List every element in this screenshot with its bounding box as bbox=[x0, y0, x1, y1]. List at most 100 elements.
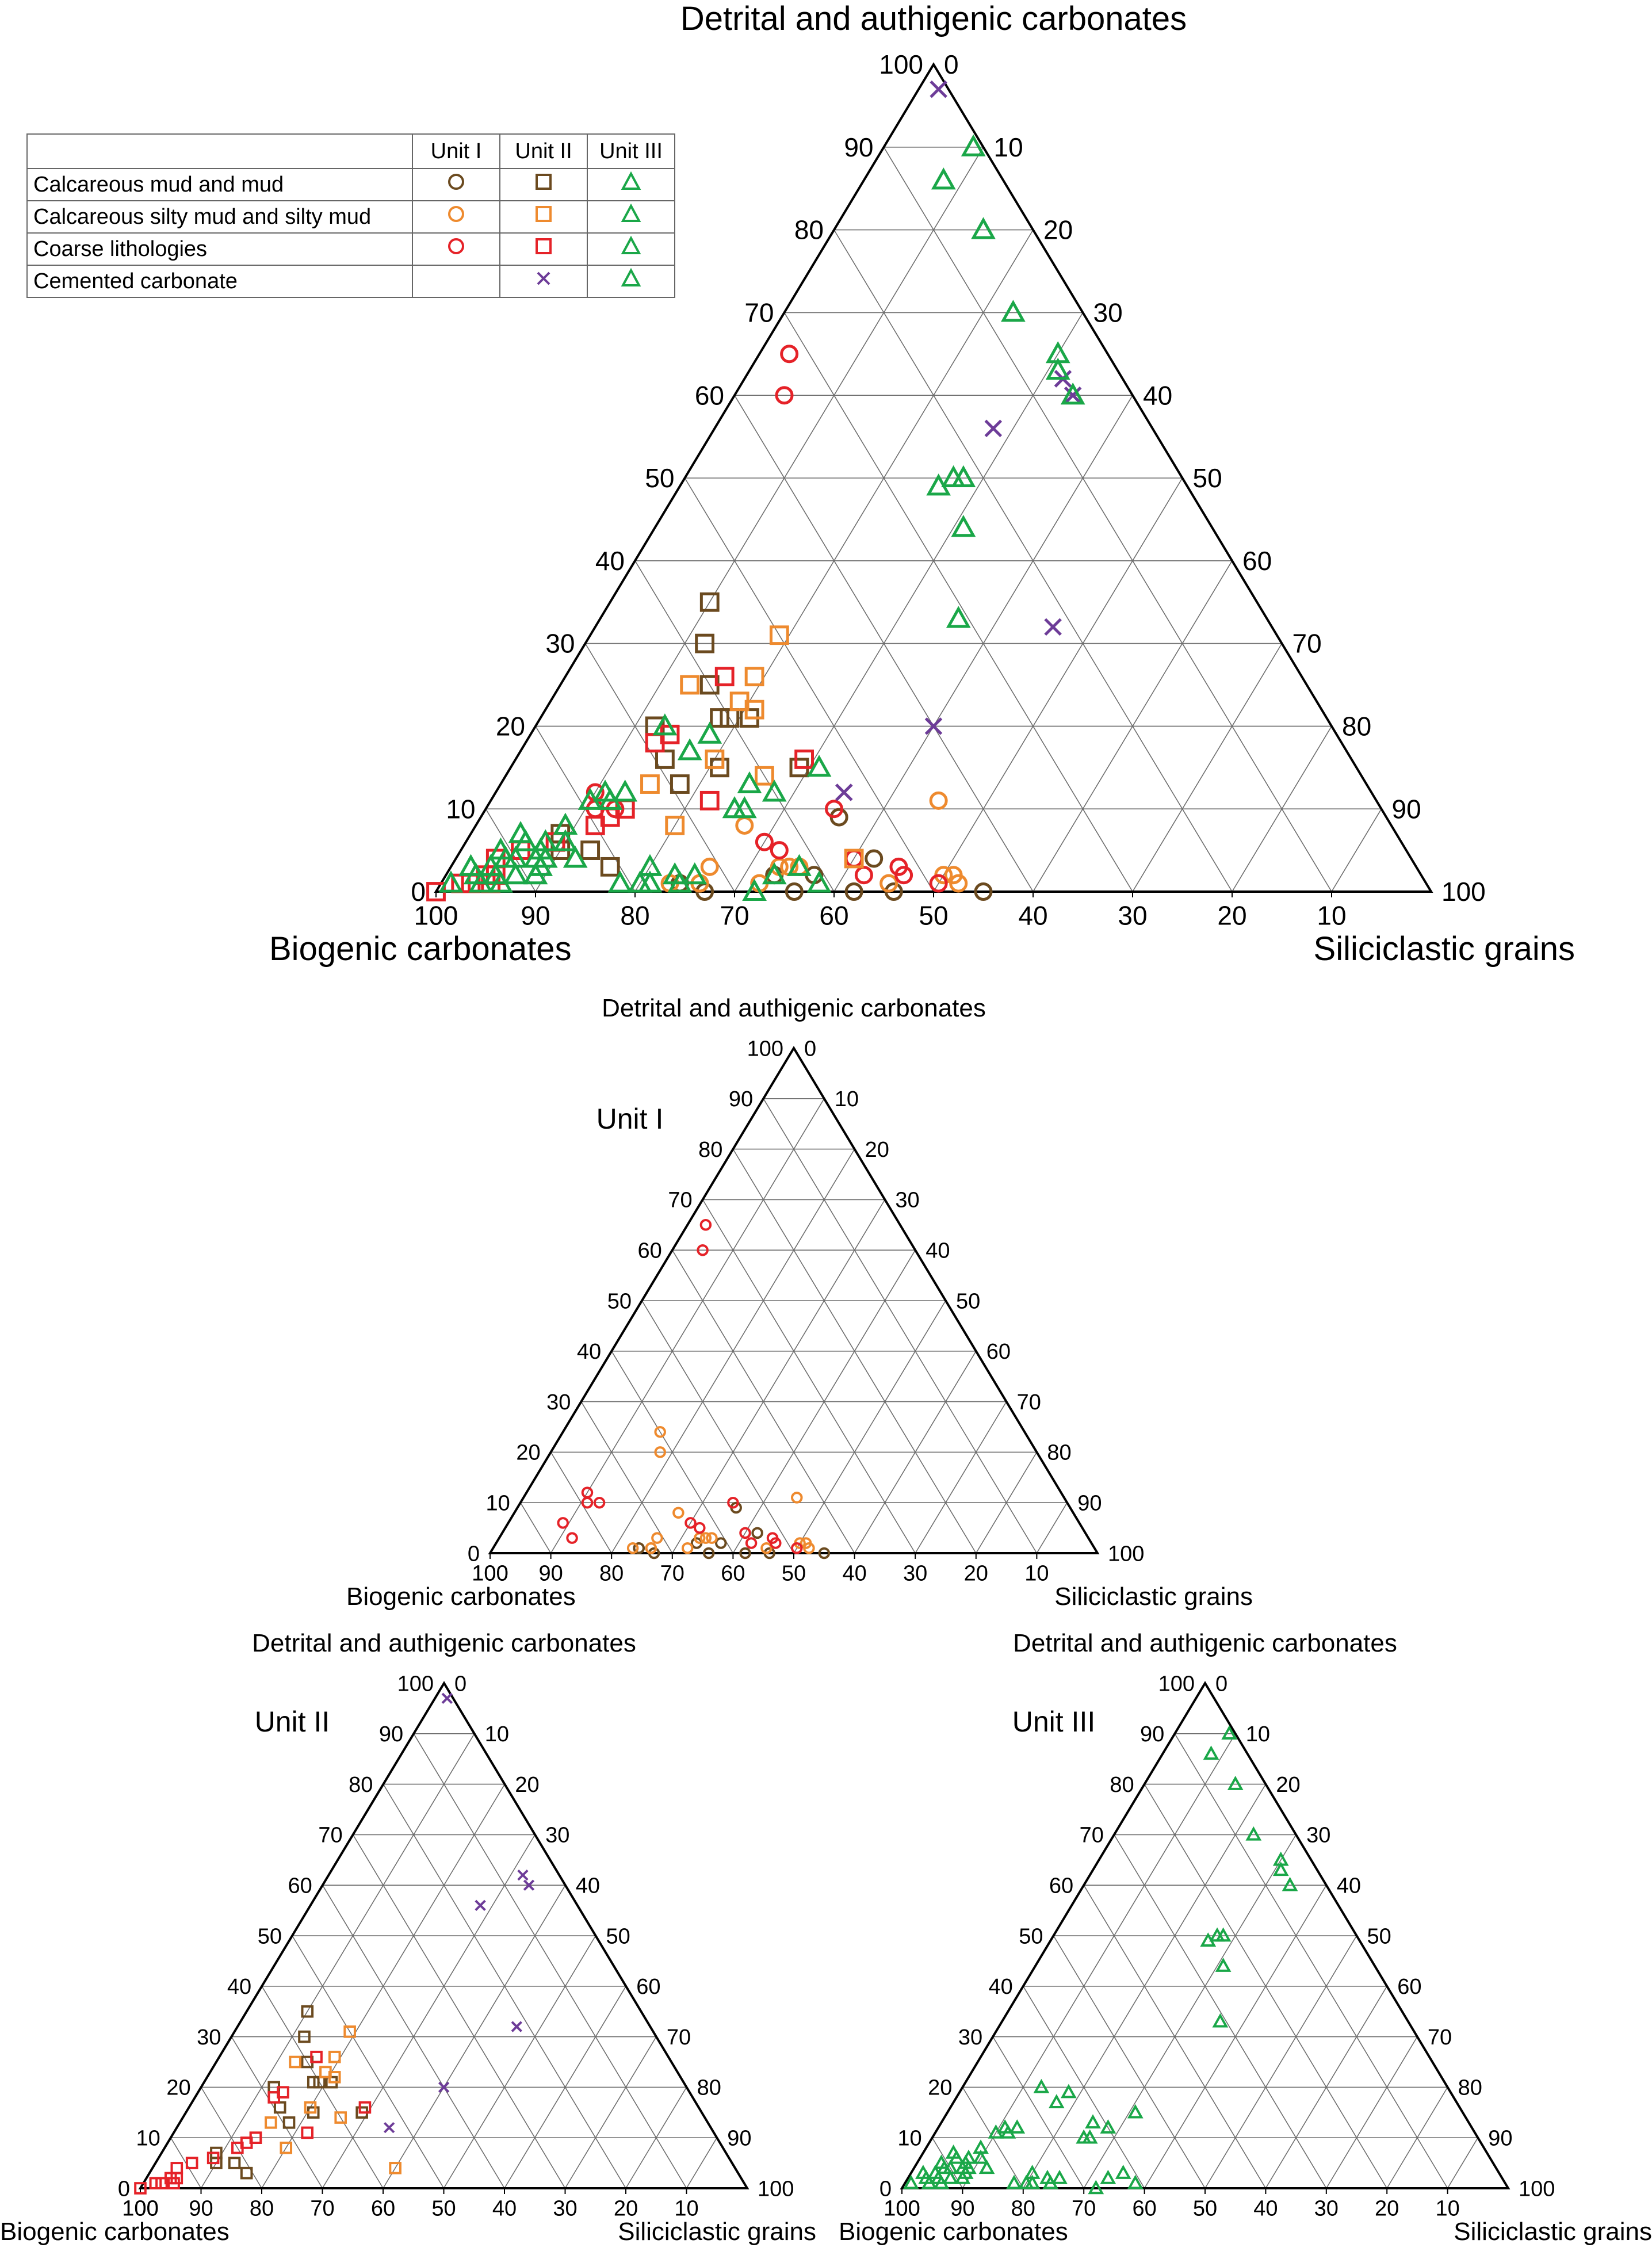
tick-label-left: 40 bbox=[595, 546, 625, 576]
grid-line bbox=[686, 2137, 717, 2189]
cross-marker-icon bbox=[537, 272, 550, 285]
grid-line bbox=[1447, 2137, 1478, 2189]
triangle-marker-icon bbox=[621, 171, 641, 190]
grid-line bbox=[564, 2036, 657, 2189]
data-point-triangle bbox=[1127, 2104, 1144, 2119]
axis-title-top: Detrital and authigenic carbonates bbox=[1013, 1629, 1397, 1657]
data-point-circle bbox=[699, 1532, 712, 1544]
data-point-triangle bbox=[523, 862, 548, 885]
legend-symbol-triangle-unit3 bbox=[587, 200, 675, 234]
tick-label-bottom: 10 bbox=[1317, 901, 1346, 931]
tick-label-left: 0 bbox=[468, 1542, 480, 1566]
data-point-triangle bbox=[806, 870, 832, 893]
data-point-triangle bbox=[613, 779, 638, 802]
data-point-cross bbox=[1044, 618, 1062, 636]
data-point-triangle bbox=[438, 870, 464, 893]
data-point-triangle bbox=[921, 2174, 938, 2189]
axis-title-left: Biogenic carbonates bbox=[269, 930, 572, 968]
grid-line bbox=[550, 1098, 825, 1554]
tick-label-left: 20 bbox=[516, 1441, 540, 1465]
tick-label-right: 100 bbox=[1519, 2177, 1555, 2201]
data-point-circle bbox=[739, 1527, 751, 1539]
tick-label-bottom: 60 bbox=[819, 901, 848, 931]
tick-label-bottom: 20 bbox=[964, 1562, 988, 1586]
data-point-triangle bbox=[662, 862, 687, 885]
legend-symbol-circle-silty bbox=[412, 200, 500, 234]
tick-label-left: 30 bbox=[197, 2025, 221, 2050]
tick-label-bottom: 80 bbox=[1011, 2197, 1035, 2221]
data-point-circle bbox=[791, 1542, 803, 1554]
tick-label-right: 50 bbox=[1193, 463, 1222, 493]
grid-line bbox=[352, 1834, 566, 2189]
legend-header-row: Unit I Unit II Unit III bbox=[26, 133, 675, 169]
legend-row: Coarse lithologies bbox=[26, 232, 675, 266]
tick-label-left: 80 bbox=[1110, 1773, 1134, 1797]
tick-label-right: 30 bbox=[895, 1188, 919, 1213]
data-point-circle bbox=[700, 857, 719, 876]
data-point-triangle bbox=[1060, 382, 1085, 405]
tick-label-bottom: 20 bbox=[614, 2197, 638, 2221]
tick-label-left: 10 bbox=[446, 794, 475, 824]
tick-label-bottom: 40 bbox=[842, 1562, 866, 1586]
legend-symbol-circle-mud bbox=[412, 168, 500, 201]
tick-label-left: 40 bbox=[989, 1975, 1013, 1999]
data-point-circle bbox=[694, 1522, 706, 1534]
data-point-circle bbox=[702, 1547, 715, 1559]
data-point-triangle bbox=[1127, 2174, 1144, 2189]
data-point-circle bbox=[944, 866, 963, 885]
data-point-circle bbox=[684, 1517, 697, 1529]
tick-label-left: 0 bbox=[411, 877, 426, 907]
data-point-circle bbox=[633, 1542, 645, 1554]
tick-label-left: 90 bbox=[729, 1087, 753, 1111]
tick-label-right: 60 bbox=[986, 1340, 1011, 1364]
legend-table: Unit I Unit II Unit III Calcareous mud a… bbox=[26, 133, 675, 298]
data-point-circle bbox=[800, 1537, 812, 1549]
data-point-triangle bbox=[578, 788, 603, 810]
data-point-square bbox=[240, 2166, 253, 2180]
data-point-square bbox=[744, 700, 764, 720]
data-point-triangle bbox=[806, 755, 832, 777]
data-point-triangle bbox=[1085, 2114, 1101, 2129]
data-point-square bbox=[170, 2162, 183, 2174]
tick-label-right: 10 bbox=[485, 1722, 509, 1746]
tick-label-right: 90 bbox=[727, 2127, 751, 2151]
data-point-triangle bbox=[742, 878, 767, 901]
grid-line bbox=[611, 1351, 734, 1554]
legend-label: Cemented carbonate bbox=[26, 265, 413, 298]
data-point-circle bbox=[825, 800, 843, 819]
data-point-square bbox=[280, 2141, 293, 2154]
data-point-triangle bbox=[961, 134, 986, 156]
data-point-square bbox=[665, 816, 685, 835]
data-point-circle bbox=[818, 1547, 831, 1559]
tick-label-bottom: 60 bbox=[1132, 2197, 1156, 2221]
data-point-square bbox=[149, 2177, 162, 2190]
grid-line bbox=[883, 147, 1332, 892]
tick-label-left: 80 bbox=[794, 215, 824, 245]
data-point-square bbox=[580, 840, 601, 860]
data-point-triangle bbox=[787, 854, 812, 876]
data-point-triangle bbox=[930, 2169, 947, 2184]
legend-symbol-triangle-unit3 bbox=[587, 265, 675, 298]
tick-label-right: 80 bbox=[1047, 1441, 1071, 1465]
data-point-square bbox=[265, 2116, 277, 2129]
grid-line bbox=[976, 1451, 1038, 1554]
data-point-square bbox=[134, 2182, 147, 2195]
data-point-circle bbox=[775, 386, 794, 405]
tick-label-right: 50 bbox=[1367, 1924, 1391, 1948]
data-point-circle bbox=[566, 1532, 578, 1544]
grid-line bbox=[1331, 808, 1382, 892]
data-point-triangle bbox=[973, 2139, 989, 2154]
tick-label-bottom: 100 bbox=[122, 2197, 158, 2221]
data-point-square bbox=[289, 2055, 301, 2069]
tick-label-right: 100 bbox=[758, 2177, 794, 2201]
data-point-cross bbox=[924, 717, 943, 735]
data-point-triangle bbox=[493, 846, 518, 868]
data-point-triangle bbox=[513, 829, 538, 851]
tick-label-left: 30 bbox=[545, 629, 575, 659]
data-point-cross bbox=[984, 419, 1003, 437]
tick-label-left: 20 bbox=[496, 712, 525, 741]
data-point-triangle bbox=[652, 713, 678, 736]
data-point-triangle bbox=[1115, 2165, 1131, 2179]
tick-label-right: 0 bbox=[944, 49, 959, 79]
data-point-circle bbox=[780, 345, 799, 364]
